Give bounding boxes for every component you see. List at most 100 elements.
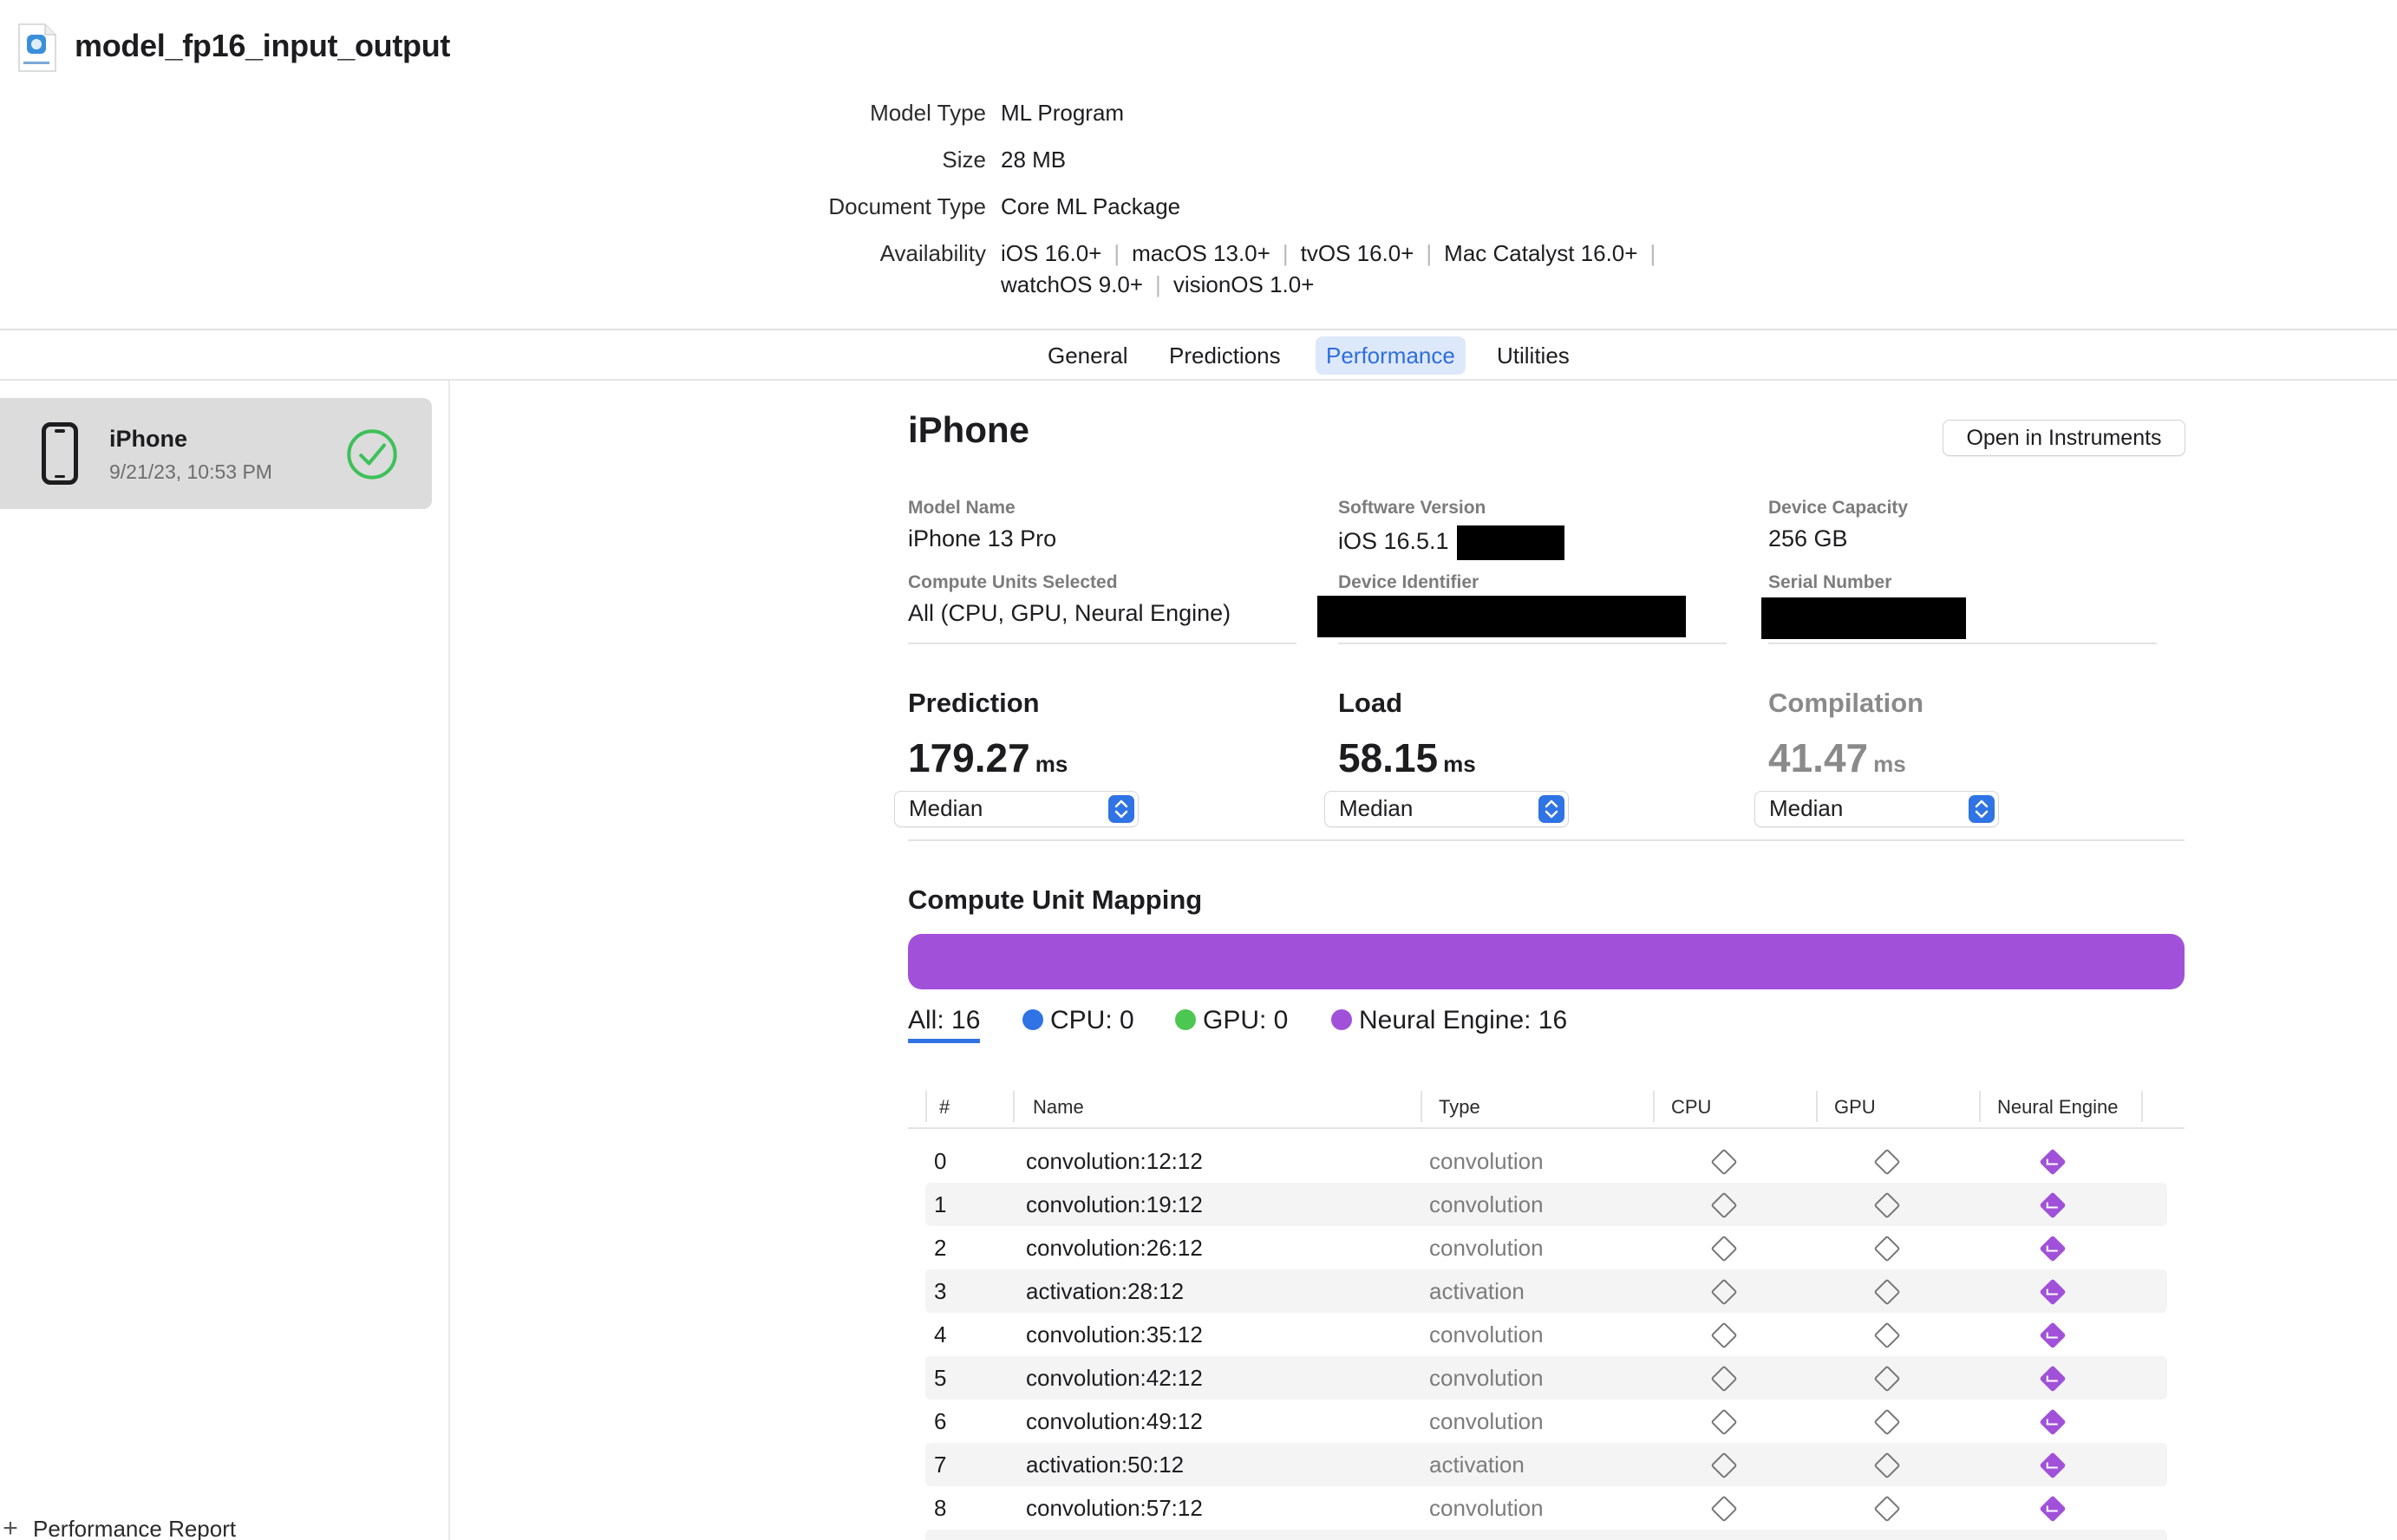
device-capacity-label: Device Capacity	[1768, 498, 1909, 518]
size-value: 28 MB	[1001, 147, 1067, 173]
prediction-aggregate-select[interactable]: Median	[894, 791, 1139, 827]
column-separator	[1816, 1091, 1818, 1122]
serial-number-label: Serial Number	[1768, 572, 1892, 592]
gpu-unsupported-icon	[1873, 1408, 1901, 1436]
tab-utilities[interactable]: Utilities	[1497, 343, 1570, 369]
availability-line-2: watchOS 9.0+ | visionOS 1.0+	[1001, 271, 1314, 298]
table-row-partial[interactable]	[925, 1530, 2167, 1540]
coreml-package-icon	[18, 23, 56, 72]
filter-all[interactable]: All: 16	[908, 1006, 981, 1043]
availability-visionos: visionOS 1.0+	[1172, 271, 1315, 297]
open-in-instruments-button[interactable]: Open in Instruments	[1943, 420, 2185, 456]
tab-performance[interactable]: Performance	[1316, 336, 1466, 375]
serial-number-redaction	[1761, 597, 1966, 639]
add-performance-report-button[interactable]: + Performance Report	[0, 1514, 236, 1540]
cpu-unsupported-icon	[1710, 1495, 1738, 1523]
table-row[interactable]: 1 convolution:19:12 convolution	[925, 1183, 2167, 1226]
table-row[interactable]: 4 convolution:35:12 convolution	[925, 1313, 2167, 1356]
cpu-unsupported-icon	[1710, 1452, 1738, 1479]
prediction-value: 179.27	[908, 735, 1030, 780]
column-header-type[interactable]: Type	[1439, 1096, 1480, 1118]
column-header-neural-engine[interactable]: Neural Engine	[1997, 1096, 2119, 1118]
prediction-aggregate-value: Median	[909, 795, 983, 821]
cpu-unsupported-icon	[1710, 1278, 1738, 1306]
availability-tvos: tvOS 16.0+	[1300, 240, 1414, 266]
column-header-gpu[interactable]: GPU	[1834, 1096, 1876, 1118]
availability-line-1: iOS 16.0+ | macOS 13.0+ | tvOS 16.0+ | Mac Cat…	[1001, 240, 1668, 267]
serial-number-field: Serial Number	[1768, 572, 2159, 593]
filter-neural-engine[interactable]: Neural Engine: 16	[1331, 1006, 1567, 1035]
compute-units-label: Compute Units Selected	[908, 572, 1118, 592]
neural-engine-selected-icon	[2039, 1365, 2067, 1393]
column-separator	[925, 1091, 927, 1122]
filter-cpu[interactable]: CPU: 0	[1022, 1006, 1134, 1035]
row-index: 0	[934, 1148, 947, 1174]
table-row[interactable]: 7 activation:50:12 activation	[925, 1443, 2167, 1486]
table-row[interactable]: 2 convolution:26:12 convolution	[925, 1226, 2167, 1269]
row-type: convolution	[1429, 1148, 1544, 1174]
sidebar-divider	[448, 380, 450, 1540]
table-row[interactable]: 5 convolution:42:12 convolution	[925, 1356, 2167, 1400]
document-type-label: Document Type	[828, 193, 986, 219]
prediction-unit: ms	[1035, 751, 1068, 777]
availability-watchos: watchOS 9.0+	[1001, 271, 1144, 297]
column-header-index[interactable]: #	[939, 1096, 950, 1118]
cpu-dot-icon	[1022, 1009, 1043, 1030]
row-index: 7	[934, 1452, 947, 1478]
table-row[interactable]: 6 convolution:49:12 convolution	[925, 1400, 2167, 1443]
table-row[interactable]: 3 activation:28:12 activation	[925, 1269, 2167, 1313]
compilation-unit: ms	[1873, 751, 1906, 777]
cpu-unsupported-icon	[1710, 1408, 1738, 1436]
plus-icon: +	[3, 1514, 18, 1540]
device-capacity-field: Device Capacity 256 GB	[1768, 498, 2159, 552]
up-down-chevron-icon	[1969, 795, 1995, 823]
row-name: convolution:49:12	[1026, 1408, 1203, 1434]
neural-engine-selected-icon	[2039, 1278, 2067, 1306]
table-header: # Name Type CPU GPU Neural Engine	[908, 1086, 2185, 1129]
checkmark-circle-icon	[347, 429, 397, 480]
gpu-unsupported-icon	[1873, 1365, 1901, 1393]
model-type-label: Model Type	[870, 100, 986, 126]
row-name: activation:28:12	[1026, 1278, 1185, 1304]
filter-gpu-label: GPU: 0	[1203, 1006, 1289, 1034]
model-name-field: Model Name iPhone 13 Pro	[908, 498, 1298, 552]
column-separator	[1653, 1091, 1655, 1122]
model-name-value: iPhone 13 Pro	[908, 525, 1057, 551]
table-row[interactable]: 0 convolution:12:12 convolution	[925, 1139, 2167, 1183]
neural-engine-selected-icon	[2039, 1148, 2067, 1176]
cpu-unsupported-icon	[1710, 1148, 1738, 1176]
up-down-chevron-icon	[1108, 795, 1134, 823]
gpu-unsupported-icon	[1873, 1235, 1901, 1263]
device-identifier-redaction	[1317, 596, 1686, 637]
load-aggregate-select[interactable]: Median	[1324, 791, 1569, 827]
header-divider	[0, 329, 2397, 330]
device-capacity-value: 256 GB	[1768, 525, 1848, 551]
row-name: convolution:26:12	[1026, 1235, 1203, 1261]
load-value: 58.15	[1338, 735, 1439, 780]
panel-title: iPhone	[908, 409, 1030, 450]
compilation-value-row: 41.47 ms	[1768, 734, 2185, 781]
size-label: Size	[942, 147, 986, 173]
tab-predictions[interactable]: Predictions	[1169, 343, 1281, 369]
neural-engine-selected-icon	[2039, 1495, 2067, 1523]
compilation-value: 41.47	[1768, 735, 1869, 780]
iphone-icon	[42, 422, 78, 485]
device-identifier-label: Device Identifier	[1338, 572, 1479, 592]
compute-unit-mapping-bar	[908, 934, 2185, 989]
availability-separator: |	[1114, 240, 1120, 266]
availability-ios: iOS 16.0+	[1001, 240, 1102, 266]
software-version-value: iOS 16.5.1	[1338, 528, 1449, 555]
column-header-cpu[interactable]: CPU	[1671, 1096, 1712, 1118]
filter-gpu[interactable]: GPU: 0	[1175, 1006, 1288, 1035]
compilation-aggregate-select[interactable]: Median	[1754, 791, 1999, 827]
row-name: convolution:19:12	[1026, 1191, 1203, 1217]
neural-engine-selected-icon	[2039, 1191, 2067, 1219]
table-row[interactable]: 8 convolution:57:12 convolution	[925, 1486, 2167, 1530]
cpu-unsupported-icon	[1710, 1365, 1738, 1393]
tab-general[interactable]: General	[1048, 343, 1128, 369]
column-header-name[interactable]: Name	[1033, 1096, 1084, 1118]
row-type: convolution	[1429, 1495, 1544, 1521]
sidebar-item-iphone[interactable]: iPhone 9/21/23, 10:53 PM	[0, 398, 432, 509]
row-type: activation	[1429, 1278, 1525, 1304]
